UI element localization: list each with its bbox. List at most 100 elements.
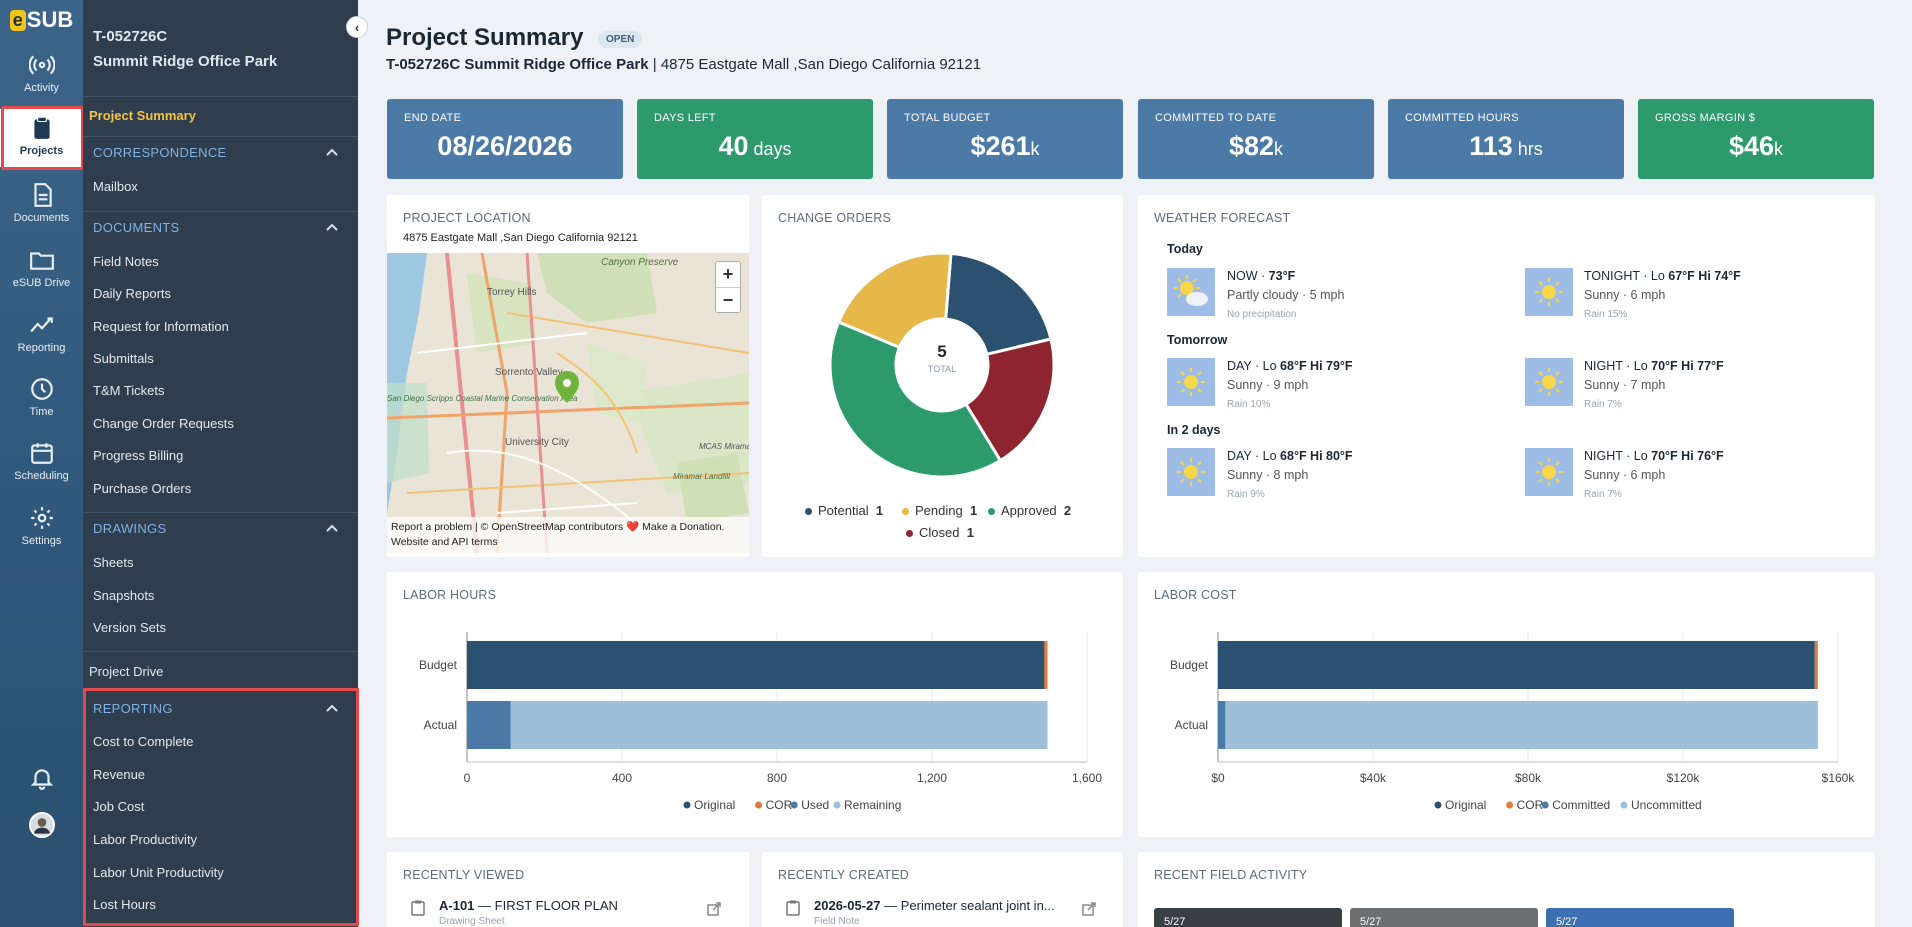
sidebar-item-change-order-requests[interactable]: Change Order Requests	[93, 416, 234, 431]
weather-desc: Partly cloudy · 5 mph	[1227, 288, 1345, 302]
rail-time[interactable]: Time	[0, 376, 83, 418]
bar-budget-original[interactable]	[467, 641, 1045, 689]
notifications-button[interactable]	[0, 765, 83, 795]
pie-slice-potential[interactable]	[944, 251, 1053, 357]
sidebar-item-mailbox[interactable]: Mailbox	[93, 179, 138, 194]
sidebar-item-sheets[interactable]: Sheets	[93, 555, 134, 570]
sidebar-item-job-cost[interactable]: Job Cost	[93, 799, 145, 814]
card-title: RECENT FIELD ACTIVITY	[1154, 868, 1308, 882]
legend-label: Used	[801, 798, 829, 812]
rail-esub-drive-label: eSUB Drive	[12, 277, 71, 289]
sidebar-item-labor-unit-productivity[interactable]: Labor Unit Productivity	[93, 865, 224, 880]
card-title: RECENTLY CREATED	[778, 868, 910, 882]
chevron-up-icon[interactable]	[326, 146, 338, 158]
rail-scheduling[interactable]: Scheduling	[0, 440, 83, 482]
folder-icon	[29, 252, 54, 270]
pie-total-label: TOTAL	[927, 364, 957, 374]
rail-scheduling-label: Scheduling	[14, 470, 69, 482]
map-pin-icon[interactable]	[555, 371, 579, 403]
sun-icon	[1525, 358, 1573, 406]
project-subtitle: T-052726C Summit Ridge Office Park | 487…	[386, 56, 981, 73]
bar-budget-original[interactable]	[1218, 641, 1815, 689]
sidebar-item-submittals[interactable]: Submittals	[93, 351, 154, 366]
bar-budget-cor[interactable]	[1814, 641, 1818, 689]
project-map[interactable]: Torrey Hills Canyon Preserve Sorrento Va…	[387, 253, 749, 553]
field-photo-thumbnail[interactable]: 5/27	[1350, 908, 1538, 927]
pie-slice-pending[interactable]	[836, 251, 953, 350]
weather-temps: 67°F Hi 74°F	[1668, 269, 1741, 283]
rail-projects-label: Projects	[19, 145, 64, 157]
sun-icon	[1525, 448, 1573, 496]
rail-projects[interactable]: Projects	[0, 109, 83, 167]
sidebar-item-tm-tickets[interactable]: T&M Tickets	[93, 383, 165, 398]
kpi-value: 08/26/2026	[387, 131, 623, 162]
change-orders-card: CHANGE ORDERS 5 TOTAL Potential 1 Pendin…	[762, 195, 1123, 557]
bar-budget-cor[interactable]	[1044, 641, 1048, 689]
pie-slice-approved[interactable]	[828, 320, 1003, 479]
bar-actual-committed[interactable]	[1218, 701, 1226, 749]
rail-documents[interactable]: Documents	[0, 182, 83, 224]
x-tick-label: $80k	[1515, 771, 1542, 785]
bar-actual-uncommitted[interactable]	[1225, 701, 1818, 749]
rail-esub-drive[interactable]: eSUB Drive	[0, 247, 83, 289]
rail-reporting[interactable]: Reporting	[0, 312, 83, 354]
kpi-number: $261	[970, 131, 1031, 161]
card-title: PROJECT LOCATION	[403, 211, 531, 225]
legend-dot	[988, 508, 995, 516]
map-attribution[interactable]: Report a problem | © OpenStreetMap contr…	[387, 517, 749, 553]
recent-created-item[interactable]: 2026-05-27 — Perimeter sealant joint in.…	[814, 898, 1055, 913]
activity-icon	[28, 55, 55, 75]
sidebar-item-labor-productivity[interactable]: Labor Productivity	[93, 832, 198, 847]
field-photo-thumbnail[interactable]: 5/27	[1546, 908, 1734, 927]
sidebar-item-purchase-orders[interactable]: Purchase Orders	[93, 481, 192, 496]
open-external-icon[interactable]	[1082, 902, 1096, 916]
rail-settings[interactable]: Settings	[0, 505, 83, 547]
sidebar-item-project-drive[interactable]: Project Drive	[89, 664, 164, 679]
esub-logo[interactable]: e SUB	[0, 0, 83, 40]
x-tick-label: 0	[464, 771, 471, 785]
recent-viewed-item[interactable]: A-101 — FIRST FLOOR PLAN	[439, 898, 618, 913]
sidebar-item-lost-hours[interactable]: Lost Hours	[93, 897, 156, 912]
section-reporting[interactable]: REPORTING	[93, 701, 173, 716]
sidebar-item-progress-billing[interactable]: Progress Billing	[93, 448, 184, 463]
legend-dot	[1506, 801, 1514, 809]
field-photo-thumbnail[interactable]: 5/27	[1154, 908, 1342, 927]
legend-label: Potential	[818, 503, 869, 518]
zoom-out-button[interactable]: −	[722, 290, 734, 310]
legend-dot	[906, 530, 913, 538]
zoom-in-button[interactable]: +	[716, 262, 740, 288]
sidebar-item-field-notes[interactable]: Field Notes	[93, 254, 159, 269]
sidebar-item-snapshots[interactable]: Snapshots	[93, 588, 155, 603]
section-drawings[interactable]: DRAWINGS	[93, 521, 167, 536]
sidebar-item-cost-to-complete[interactable]: Cost to Complete	[93, 734, 194, 749]
rail-activity[interactable]: Activity	[0, 52, 83, 94]
open-external-icon[interactable]	[707, 902, 721, 916]
section-documents[interactable]: DOCUMENTS	[93, 220, 180, 235]
chevron-up-icon[interactable]	[326, 221, 338, 233]
sidebar-item-revenue[interactable]: Revenue	[93, 767, 146, 782]
weather-card: WEATHER FORECAST Today NOW · 73°F Partly…	[1138, 195, 1875, 557]
chevron-up-icon[interactable]	[326, 522, 338, 534]
legend-label: Uncommitted	[1631, 798, 1702, 812]
x-tick-label: $0	[1211, 771, 1225, 785]
pie-slice-closed[interactable]	[963, 337, 1056, 463]
sidebar-item-daily-reports[interactable]: Daily Reports	[93, 286, 172, 301]
sidebar-item-project-summary[interactable]: Project Summary	[89, 108, 196, 123]
collapse-sidebar-button[interactable]: ‹	[346, 16, 368, 38]
weather-temps: 68°F Hi 79°F	[1280, 359, 1353, 373]
bar-actual-remaining[interactable]	[510, 701, 1048, 749]
sidebar-item-rfi[interactable]: Request for Information	[93, 319, 229, 334]
rail-reporting-label: Reporting	[17, 342, 66, 354]
user-avatar[interactable]	[0, 812, 83, 842]
legend-label: Committed	[1552, 798, 1610, 812]
bar-actual-used[interactable]	[467, 701, 511, 749]
sidebar-project-id: T-052726C	[93, 28, 168, 45]
map-label: University City	[505, 437, 569, 448]
section-correspondence[interactable]: CORRESPONDENCE	[93, 145, 227, 160]
map-label: Miramar Landfill	[673, 472, 730, 481]
highlight-reporting-section	[83, 688, 359, 926]
labor-cost-card: LABOR COST $0 $40k $80k $120k $160k Budget Act…	[1138, 572, 1875, 837]
chevron-up-icon[interactable]	[326, 702, 338, 714]
bell-icon	[30, 769, 53, 790]
sidebar-item-version-sets[interactable]: Version Sets	[93, 620, 166, 635]
